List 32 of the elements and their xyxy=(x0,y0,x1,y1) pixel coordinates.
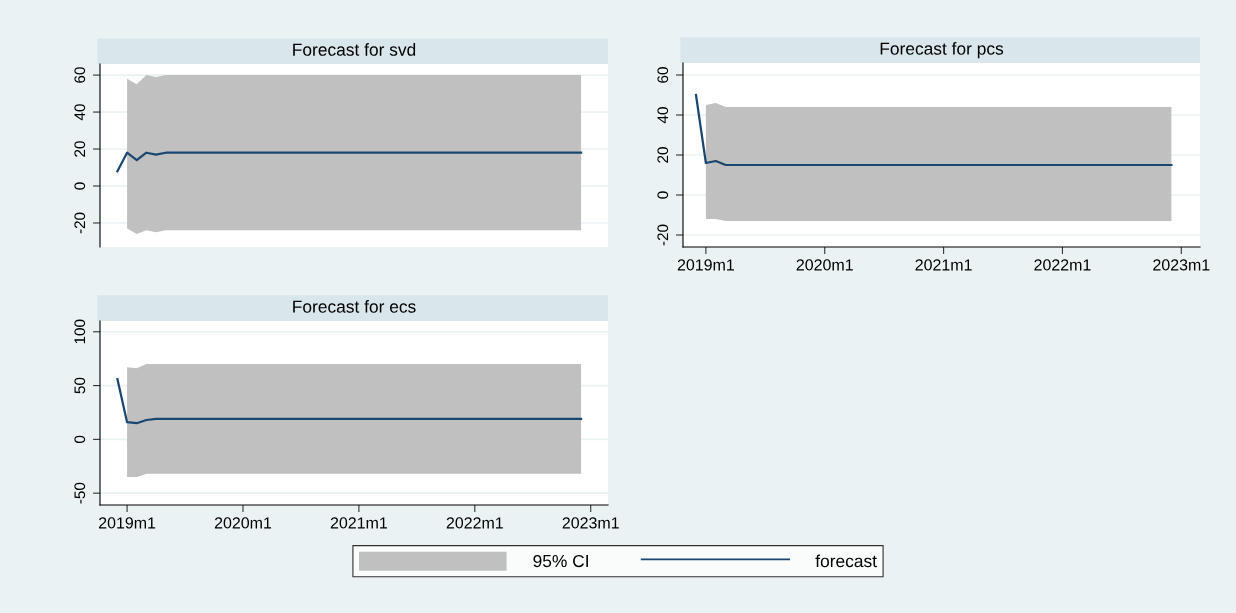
y-tick-label: 0 xyxy=(74,182,86,190)
line-series xyxy=(694,93,1173,167)
x-tick-label: 2021m1 xyxy=(330,517,387,529)
y-tick-label: 60 xyxy=(74,67,86,83)
text: 95% CI xyxy=(533,554,588,568)
y-tick-label: 20 xyxy=(74,141,86,157)
chart-title: Forecast for svd xyxy=(293,43,416,56)
x-tick-label: 2022m1 xyxy=(1034,259,1091,271)
text: forecast xyxy=(815,554,877,568)
y-tick-label: 20 xyxy=(657,147,669,163)
x-tick-label: 2021m1 xyxy=(915,259,972,271)
x-tick-label: 2023m1 xyxy=(562,517,619,529)
chart-title: Forecast for pcs xyxy=(880,42,1004,59)
x-tick-label: 2020m1 xyxy=(796,259,853,271)
y-tick-label: 50 xyxy=(74,377,86,394)
x-tick-label: 2022m1 xyxy=(446,517,503,529)
line-series xyxy=(116,378,583,425)
y-tick-label: 0 xyxy=(657,191,669,199)
y-tick-label: 0 xyxy=(74,435,86,444)
y-tick-label: -50 xyxy=(74,482,86,504)
x-tick-label: 2020m1 xyxy=(214,517,272,529)
line-series xyxy=(116,151,583,173)
y-tick-label: 60 xyxy=(657,67,669,83)
y-tick-label: 40 xyxy=(657,107,669,124)
y-tick-label: -20 xyxy=(74,212,86,234)
y-tick-label: 100 xyxy=(74,319,86,344)
x-tick-label: 2019m1 xyxy=(99,517,156,529)
x-tick-label: 2019m1 xyxy=(677,259,734,271)
x-tick-label: 2023m1 xyxy=(1153,259,1210,271)
y-tick-label: -20 xyxy=(657,224,669,246)
y-tick-label: 40 xyxy=(74,104,86,121)
chart-title: Forecast for ecs xyxy=(293,300,416,313)
